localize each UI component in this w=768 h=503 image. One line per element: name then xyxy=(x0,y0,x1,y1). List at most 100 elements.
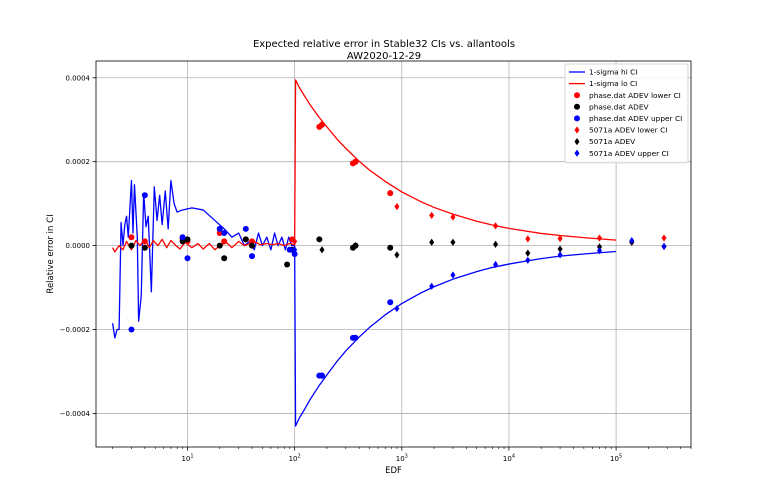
x-tick-label-base: 10 xyxy=(610,455,619,463)
data-point xyxy=(525,256,531,264)
legend-label: phase.dat ADEV upper CI xyxy=(589,114,682,123)
legend-label: 5071a ADEV lower CI xyxy=(589,126,667,135)
legend-box xyxy=(564,63,689,164)
data-point xyxy=(661,242,667,251)
data-point xyxy=(353,158,359,166)
legend-entry: phase.dat ADEV upper CI xyxy=(574,114,682,123)
x-tick-label-exponent: 2 xyxy=(298,454,301,460)
x-tick-label: 103 xyxy=(396,454,408,464)
data-point xyxy=(450,271,456,279)
data-point xyxy=(316,236,323,243)
data-point xyxy=(450,238,456,246)
series-1 xyxy=(112,79,617,253)
x-tick-label-base: 10 xyxy=(181,455,190,463)
data-point xyxy=(387,244,394,251)
legend-entry: phase.dat ADEV lower CI xyxy=(574,91,681,100)
x-tick-label-base: 10 xyxy=(396,455,405,463)
legend-marker-swatch xyxy=(574,92,580,99)
legend-entry: phase.dat ADEV xyxy=(574,102,649,111)
data-point xyxy=(128,242,135,249)
x-tick-label-exponent: 3 xyxy=(405,454,408,460)
x-tick-label: 105 xyxy=(610,454,622,464)
data-point xyxy=(319,372,325,380)
data-point xyxy=(394,251,400,259)
legend-label: phase.dat ADEV lower CI xyxy=(589,91,681,100)
x-tick-label: 104 xyxy=(503,454,515,464)
plot-series xyxy=(111,79,667,427)
y-tick-label: −0.0004 xyxy=(60,410,91,418)
x-tick-label: 102 xyxy=(289,454,301,464)
y-tick-label: 0.0002 xyxy=(66,158,91,166)
data-point xyxy=(284,261,291,268)
data-point xyxy=(216,230,223,237)
chart-subtitle: AW2020-12-29 xyxy=(347,51,421,62)
y-axis-label: Relative error in CI xyxy=(46,214,56,293)
data-point xyxy=(128,234,135,241)
x-tick-label-base: 10 xyxy=(289,455,298,463)
data-point xyxy=(596,234,603,242)
data-point xyxy=(216,225,223,232)
data-point xyxy=(242,225,249,232)
data-point xyxy=(141,244,148,251)
data-point xyxy=(429,282,435,290)
legend-entry: 5071a ADEV xyxy=(574,137,635,146)
data-point xyxy=(450,213,456,221)
data-point xyxy=(557,245,563,253)
legend-entry: 1-sigma hi CI xyxy=(569,68,637,77)
data-point xyxy=(242,236,249,243)
y-tick-label: 0.0000 xyxy=(66,242,91,250)
data-point xyxy=(596,243,603,251)
y-tick-label: −0.0002 xyxy=(60,326,90,334)
data-point xyxy=(429,211,435,219)
x-tick-label: 101 xyxy=(181,454,193,464)
legend-label: 1-sigma hi CI xyxy=(589,68,637,77)
data-point xyxy=(249,253,256,260)
data-point xyxy=(387,299,394,306)
legend: 1-sigma hi CI 1-sigma lo CI phase.dat ADEV… xyxy=(564,63,689,164)
data-point xyxy=(429,238,435,246)
data-point xyxy=(184,236,191,243)
data-point xyxy=(387,190,394,197)
legend-label: 1-sigma lo CI xyxy=(589,79,637,88)
data-point xyxy=(249,238,256,245)
data-point xyxy=(319,120,325,128)
legend-label: 5071a ADEV xyxy=(589,137,635,146)
x-tick-label-exponent: 5 xyxy=(619,454,622,460)
series-3 xyxy=(128,236,394,268)
data-point xyxy=(557,234,563,243)
axes: 101 102 103 104 105−0.0004−0.00020.00000.000… xyxy=(60,74,692,464)
data-point xyxy=(221,230,228,237)
data-point xyxy=(221,255,228,262)
x-axis-label: EDF xyxy=(385,466,402,476)
data-point xyxy=(629,236,635,245)
data-point xyxy=(141,192,148,199)
legend-marker-swatch xyxy=(574,103,580,110)
x-tick-label-exponent: 1 xyxy=(190,454,193,460)
plot-frame xyxy=(95,60,692,448)
data-point xyxy=(525,235,531,243)
legend-entry: 5071a ADEV upper CI xyxy=(574,149,669,158)
legend-entry: 5071a ADEV lower CI xyxy=(574,126,667,135)
series-7 xyxy=(292,236,667,380)
legend-entry: 1-sigma lo CI xyxy=(569,79,637,88)
legend-marker-swatch xyxy=(574,126,580,134)
legend-marker-swatch xyxy=(574,149,580,157)
data-point xyxy=(353,242,359,250)
data-point xyxy=(179,238,186,245)
data-point xyxy=(249,242,256,249)
data-point xyxy=(216,242,223,249)
legend-marker-swatch xyxy=(574,115,580,122)
data-point xyxy=(557,251,563,259)
legend-label: 5071a ADEV upper CI xyxy=(589,149,669,158)
y-tick-label: 0.0004 xyxy=(66,74,91,82)
data-point xyxy=(291,251,298,257)
data-point xyxy=(661,234,667,242)
data-point xyxy=(394,304,400,313)
data-point xyxy=(292,246,298,254)
data-point xyxy=(493,240,499,248)
series-line xyxy=(112,79,617,253)
legend-label: phase.dat ADEV xyxy=(589,102,649,111)
data-point xyxy=(596,247,603,255)
data-point xyxy=(292,237,298,246)
